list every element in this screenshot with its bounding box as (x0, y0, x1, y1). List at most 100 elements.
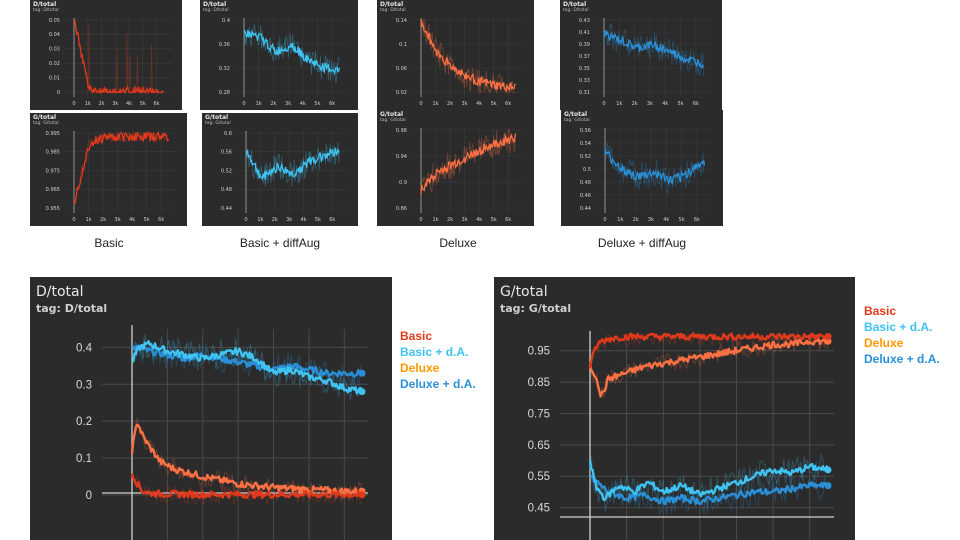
caption-basic: Basic (94, 236, 124, 250)
y-tick-label: 0.95 (528, 346, 550, 358)
y-tick-label: 0.5 (583, 167, 591, 173)
small-panel-deluxe-d: D/total tag: D/total 0.14 0.1 0.06 0.02 0 1k 2… (377, 0, 534, 110)
x-tick-label: 4k (663, 217, 669, 223)
series-line (245, 147, 340, 181)
x-tick-label: 6k (329, 101, 335, 107)
panel-title: G/total (205, 114, 229, 121)
series-end-point (358, 491, 366, 499)
x-tick-label: 5k (491, 101, 497, 107)
x-tick-label: 1k (257, 217, 263, 223)
x-tick-label: 5k (491, 217, 497, 223)
legend-right: Basic Basic + d.A. Deluxe Deluxe + d.A. (864, 303, 940, 367)
x-tick-label: 6k (694, 217, 700, 223)
x-tick-label: 2k (633, 217, 639, 223)
y-tick-label: 0.2 (76, 416, 92, 428)
chart-title: D/total (36, 284, 84, 300)
x-tick-label: 0 (242, 101, 245, 107)
series-line-basic-d-a- (131, 340, 364, 395)
chart-svg: 0.05 0.04 0.03 0.02 0.01 0 0 1k 2k 3k 4k 5k 6k (49, 18, 172, 107)
y-tick-label: 0.44 (580, 206, 591, 212)
y-tick-label: 0.965 (46, 187, 60, 193)
y-tick-label: 0.94 (396, 154, 407, 160)
y-tick-label: 0.955 (46, 206, 60, 212)
y-tick-label: 0.46 (580, 193, 591, 199)
small-panel-basic-da-g: G/total tag: G/total 0.6 0.56 0.52 0.48 0.44… (202, 113, 358, 226)
x-tick-label: 1k (616, 101, 622, 107)
series-raw-basic-d-a- (589, 451, 829, 511)
small-panel-deluxe-g: G/total tag: G/total 0.98 0.94 0.9 0.86 0 1k 2… (377, 110, 534, 226)
panel-title: D/total (33, 1, 57, 8)
panel-tag: tag: D/total (33, 8, 59, 13)
chart-svg: 0.43 0.41 0.39 0.37 0.35 0.33 0.31 0 1k 2k 3k 4k 5k 6… (579, 18, 712, 107)
x-tick-label: 0 (602, 101, 605, 107)
series-raw (603, 23, 704, 77)
y-tick-label: 0.39 (579, 42, 590, 48)
y-tick-label: 0.54 (580, 141, 591, 147)
panel-title: D/total (203, 1, 227, 8)
x-tick-label: 0 (419, 101, 422, 107)
y-tick-label: 0.86 (396, 206, 407, 212)
panel-tag: tag: D/total (203, 8, 229, 13)
series-line (420, 133, 517, 195)
y-tick-label: 0.56 (221, 150, 232, 156)
y-tick-label: 0.85 (528, 377, 550, 389)
chart-svg: 0.56 0.54 0.52 0.5 0.48 0.46 0.44 0 1k 2k 3k 4k 5k 6k (580, 128, 713, 223)
panel-title: G/total (33, 114, 57, 121)
big-chart-g-total: G/total tag: G/total 0.45 0.55 0.65 0.75 0.8… (494, 277, 855, 540)
panel-title: G/total (380, 111, 404, 118)
y-tick-label: 0.41 (579, 30, 590, 36)
series-line (73, 19, 164, 95)
x-tick-label: 5k (140, 101, 146, 107)
legend-item-deluxe-da: Deluxe + d.A. (400, 377, 476, 391)
x-tick-label: 0 (603, 217, 606, 223)
x-tick-label: 0 (72, 101, 75, 107)
small-panel-basic-da-d: D/total tag: D/total 0.4 0.36 0.32 0.28 0 1k 2… (200, 0, 358, 110)
y-tick-label: 0.35 (579, 66, 590, 72)
x-tick-label: 3k (112, 101, 118, 107)
y-tick-label: 0.45 (528, 503, 550, 515)
panel-tag: tag: G/total (205, 121, 231, 126)
panel-tag: tag: D/total (380, 8, 406, 13)
y-tick-label: 0.55 (528, 471, 550, 483)
x-tick-label: 2k (100, 217, 106, 223)
x-tick-label: 4k (126, 101, 132, 107)
x-tick-label: 3k (286, 217, 292, 223)
x-tick-label: 2k (270, 101, 276, 107)
y-tick-label: 0.4 (76, 342, 93, 354)
series-raw (73, 131, 169, 205)
y-tick-label: 0.43 (579, 18, 590, 24)
panel-tag: tag: D/total (563, 8, 589, 13)
series-raw (245, 141, 340, 187)
series-raw-deluxe-d-a- (589, 468, 829, 516)
caption-basic-diffaug: Basic + diffAug (239, 236, 321, 250)
chart-tag: tag: G/total (500, 302, 572, 315)
series-line (243, 29, 341, 76)
x-tick-label: 3k (115, 217, 121, 223)
chart-tag: tag: D/total (36, 302, 108, 315)
caption-deluxe-diffaug: Deluxe + diffAug (597, 236, 687, 250)
series-raw (420, 129, 516, 196)
y-tick-label: 0.37 (579, 54, 590, 60)
series-raw (420, 18, 516, 95)
x-tick-label: 2k (98, 101, 104, 107)
chart-svg: 0.995 0.985 0.975 0.965 0.955 0 1k 2k 3k 4k 5k 6k (46, 131, 177, 223)
panel-title: D/total (563, 1, 587, 8)
x-tick-label: 0 (72, 217, 75, 223)
y-tick-label: 0 (86, 490, 92, 502)
chart-svg: 0.98 0.94 0.9 0.86 0 1k 2k 3k 4k 5k 6k (396, 128, 524, 223)
y-tick-label: 0.3 (76, 379, 92, 391)
small-panel-basic-d: D/total tag: D/total 0.05 0.04 0.03 0.02 0.0… (30, 0, 182, 110)
panel-title: D/total (380, 1, 404, 8)
x-tick-label: 0 (244, 217, 247, 223)
legend-item-deluxe-da: Deluxe + d.A. (864, 352, 940, 366)
legend-item-basic-da: Basic + d.A. (400, 345, 469, 359)
x-tick-label: 4k (300, 217, 306, 223)
x-tick-label: 2k (447, 217, 453, 223)
x-tick-label: 1k (432, 217, 438, 223)
x-tick-label: 3k (648, 217, 654, 223)
y-tick-label: 0.9 (399, 180, 407, 186)
x-tick-label: 4k (300, 101, 306, 107)
y-tick-label: 0.6 (224, 131, 232, 137)
y-tick-label: 0.02 (49, 61, 60, 67)
y-tick-label: 0.02 (396, 90, 407, 96)
